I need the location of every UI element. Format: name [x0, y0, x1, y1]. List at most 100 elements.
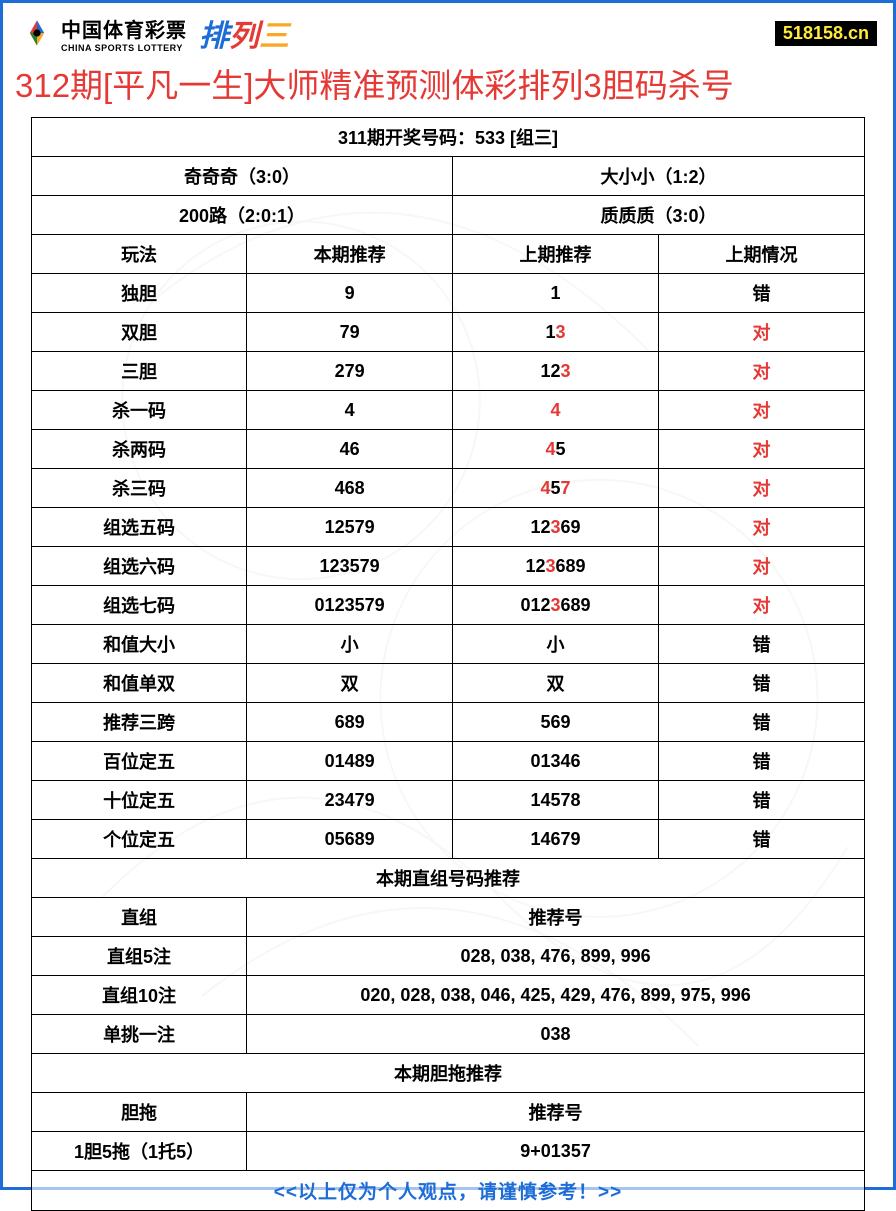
cell-result: 错 — [659, 274, 865, 313]
result-header: 311期开奖号码：533 [组三] — [32, 118, 865, 157]
cell-prev: 45 — [453, 430, 659, 469]
section2-title: 本期直组号码推荐 — [32, 859, 865, 898]
cell-current: 9 — [247, 274, 453, 313]
stat-prime: 质质质（3:0） — [453, 196, 865, 235]
cell-play: 组选六码 — [32, 547, 247, 586]
cell-current: 双 — [247, 664, 453, 703]
cell-current: 468 — [247, 469, 453, 508]
table-row: 独胆91错 — [32, 274, 865, 313]
cell-combo-type: 单挑一注 — [32, 1015, 247, 1054]
prediction-table: 311期开奖号码：533 [组三] 奇奇奇（3:0） 大小小（1:2） 200路… — [31, 117, 865, 1211]
cell-prev: 双 — [453, 664, 659, 703]
section2-head-right: 推荐号 — [247, 898, 865, 937]
section3-head-right: 推荐号 — [247, 1093, 865, 1132]
table-row: 双胆7913对 — [32, 313, 865, 352]
cell-prev: 457 — [453, 469, 659, 508]
cell-play: 个位定五 — [32, 820, 247, 859]
logo-block: 中国体育彩票 CHINA SPORTS LOTTERY 排 列 三 — [19, 11, 289, 55]
cell-prev: 4 — [453, 391, 659, 430]
cell-result: 对 — [659, 352, 865, 391]
footer-note: <<以上仅为个人观点，请谨慎参考！>> — [32, 1171, 865, 1211]
cell-current: 123579 — [247, 547, 453, 586]
header: 中国体育彩票 CHINA SPORTS LOTTERY 排 列 三 518158… — [3, 3, 893, 59]
table-row: 1胆5拖（1托5）9+01357 — [32, 1132, 865, 1171]
cell-result: 对 — [659, 430, 865, 469]
page-title: 312期[平凡一生]大师精准预测体彩排列3胆码杀号 — [3, 59, 893, 117]
stat-route: 200路（2:0:1） — [32, 196, 453, 235]
cell-result: 错 — [659, 625, 865, 664]
cell-prev: 12369 — [453, 508, 659, 547]
table-row: 个位定五0568914679错 — [32, 820, 865, 859]
table-row: 十位定五2347914578错 — [32, 781, 865, 820]
cell-result: 错 — [659, 742, 865, 781]
cell-prev: 14679 — [453, 820, 659, 859]
col-head-current: 本期推荐 — [247, 235, 453, 274]
brand-char-2: 列 — [229, 11, 259, 55]
site-badge: 518158.cn — [775, 21, 877, 46]
cell-play: 双胆 — [32, 313, 247, 352]
cell-current: 4 — [247, 391, 453, 430]
cell-result: 对 — [659, 508, 865, 547]
cell-result: 错 — [659, 820, 865, 859]
cell-prev: 569 — [453, 703, 659, 742]
cell-play: 独胆 — [32, 274, 247, 313]
logo-text-cn: 中国体育彩票 — [61, 14, 187, 43]
cell-current: 79 — [247, 313, 453, 352]
cell-current: 23479 — [247, 781, 453, 820]
cell-current: 279 — [247, 352, 453, 391]
cell-play: 杀一码 — [32, 391, 247, 430]
cell-play: 推荐三跨 — [32, 703, 247, 742]
cell-combo-numbers: 038 — [247, 1015, 865, 1054]
cell-prev: 01346 — [453, 742, 659, 781]
section3-title: 本期胆拖推荐 — [32, 1054, 865, 1093]
cell-current: 689 — [247, 703, 453, 742]
section3-head-left: 胆拖 — [32, 1093, 247, 1132]
cell-current: 05689 — [247, 820, 453, 859]
cell-prev: 123689 — [453, 547, 659, 586]
cell-result: 对 — [659, 586, 865, 625]
logo-text-en: CHINA SPORTS LOTTERY — [61, 43, 187, 53]
cell-play: 组选五码 — [32, 508, 247, 547]
cell-prev: 13 — [453, 313, 659, 352]
cell-result: 对 — [659, 469, 865, 508]
cell-play: 杀三码 — [32, 469, 247, 508]
table-row: 杀一码44对 — [32, 391, 865, 430]
section2-head-left: 直组 — [32, 898, 247, 937]
cell-play: 和值单双 — [32, 664, 247, 703]
table-row: 和值大小小小错 — [32, 625, 865, 664]
cell-combo-type: 直组5注 — [32, 937, 247, 976]
cell-prev: 1 — [453, 274, 659, 313]
col-head-result: 上期情况 — [659, 235, 865, 274]
cell-current: 小 — [247, 625, 453, 664]
table-row: 组选五码1257912369对 — [32, 508, 865, 547]
main-table-wrap: 311期开奖号码：533 [组三] 奇奇奇（3:0） 大小小（1:2） 200路… — [3, 117, 893, 1211]
table-row: 单挑一注038 — [32, 1015, 865, 1054]
col-head-prev: 上期推荐 — [453, 235, 659, 274]
table-row: 三胆279123对 — [32, 352, 865, 391]
cell-current: 0123579 — [247, 586, 453, 625]
cell-play: 百位定五 — [32, 742, 247, 781]
table-row: 百位定五0148901346错 — [32, 742, 865, 781]
cell-combo-numbers: 020, 028, 038, 046, 425, 429, 476, 899, … — [247, 976, 865, 1015]
cell-prev: 14578 — [453, 781, 659, 820]
cell-current: 12579 — [247, 508, 453, 547]
table-row: 直组5注028, 038, 476, 899, 996 — [32, 937, 865, 976]
table-row: 杀两码4645对 — [32, 430, 865, 469]
cell-result: 对 — [659, 313, 865, 352]
table-row: 杀三码468457对 — [32, 469, 865, 508]
brand-char-1: 排 — [199, 11, 229, 55]
cell-prev: 小 — [453, 625, 659, 664]
table-row: 推荐三跨689569错 — [32, 703, 865, 742]
cell-result: 错 — [659, 664, 865, 703]
stat-odd-even: 奇奇奇（3:0） — [32, 157, 453, 196]
cell-dantuo-numbers: 9+01357 — [247, 1132, 865, 1171]
cell-result: 对 — [659, 547, 865, 586]
cell-combo-type: 直组10注 — [32, 976, 247, 1015]
cell-current: 01489 — [247, 742, 453, 781]
cell-prev: 123 — [453, 352, 659, 391]
cell-play: 组选七码 — [32, 586, 247, 625]
cell-combo-numbers: 028, 038, 476, 899, 996 — [247, 937, 865, 976]
lottery-logo-icon — [19, 15, 55, 51]
brand-char-3: 三 — [259, 11, 289, 55]
cell-play: 三胆 — [32, 352, 247, 391]
